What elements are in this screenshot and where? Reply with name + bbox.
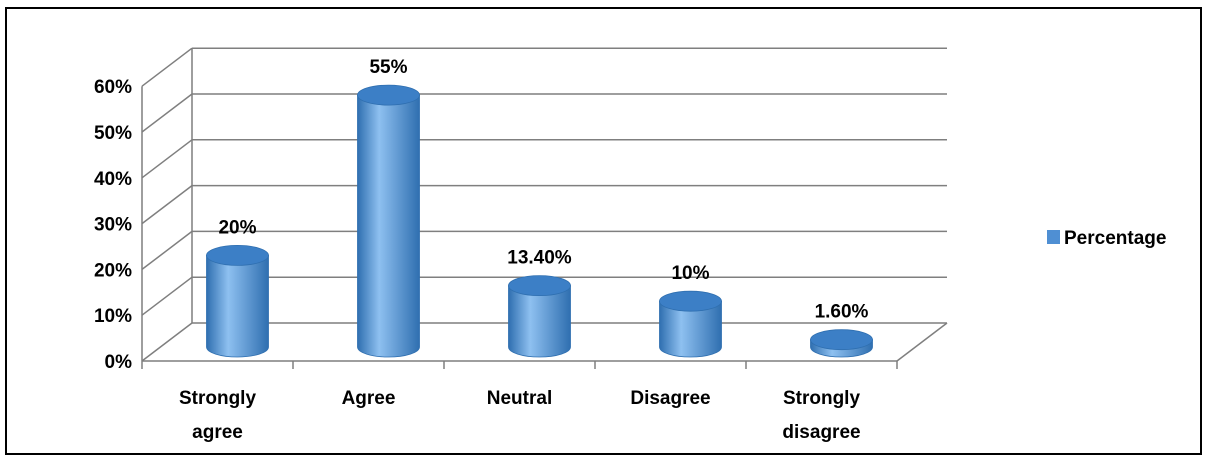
data-label: 13.40% [507, 248, 572, 269]
bar-top [659, 290, 722, 312]
axis-layer [141, 48, 948, 369]
gridline-diagonal [141, 230, 193, 270]
chart-frame: 0% 10% 20% 30% 40% 50% 60% 20% Strongly agree 55% A… [5, 7, 1202, 455]
x-category-label: Strongly [179, 388, 256, 409]
bar [508, 275, 571, 358]
gridline-diagonal [141, 276, 193, 316]
y-tick-label: 20% [94, 260, 132, 281]
bar [810, 329, 873, 358]
gridline-diagonal [141, 185, 193, 225]
bar [357, 84, 420, 358]
bar [659, 290, 722, 358]
x-category-label: Disagree [630, 388, 710, 409]
labels-layer: 0% 10% 20% 30% 40% 50% 60% 20% Strongly agree 55% A… [94, 57, 869, 443]
data-label: 1.60% [815, 302, 869, 323]
bar-chart: 0% 10% 20% 30% 40% 50% 60% 20% Strongly agree 55% A… [94, 47, 1166, 443]
floor-right-edge [896, 322, 948, 362]
x-category-label: Agree [342, 388, 396, 409]
y-tick-label: 0% [105, 352, 133, 373]
x-category-label: agree [192, 422, 243, 443]
gridline-diagonal [141, 47, 193, 87]
x-category-label: Strongly [783, 388, 860, 409]
bar [206, 244, 269, 358]
bar-top [357, 84, 420, 106]
data-label: 55% [369, 57, 407, 78]
y-tick-label: 40% [94, 169, 132, 190]
bar-top [206, 244, 269, 266]
y-tick-label: 60% [94, 77, 132, 98]
gridline-diagonal [141, 322, 193, 362]
bar-body [357, 94, 420, 358]
legend: Percentage [1047, 228, 1166, 249]
gridline-diagonal [141, 93, 193, 133]
x-category-label: Neutral [487, 388, 552, 409]
bar-body [206, 255, 269, 358]
legend-label: Percentage [1064, 228, 1166, 249]
legend-swatch [1047, 230, 1060, 244]
data-label: 20% [218, 217, 256, 238]
bar-body [508, 285, 571, 358]
x-category-label: disagree [782, 422, 860, 443]
bars-layer [206, 84, 873, 358]
bar-body [659, 300, 722, 358]
grid-layer [141, 47, 947, 362]
data-label: 10% [671, 263, 709, 284]
y-tick-label: 50% [94, 123, 132, 144]
gridline-diagonal [141, 139, 193, 179]
bar-top [508, 275, 571, 297]
y-tick-label: 30% [94, 215, 132, 236]
bar-top [810, 329, 873, 351]
y-tick-label: 10% [94, 306, 132, 327]
